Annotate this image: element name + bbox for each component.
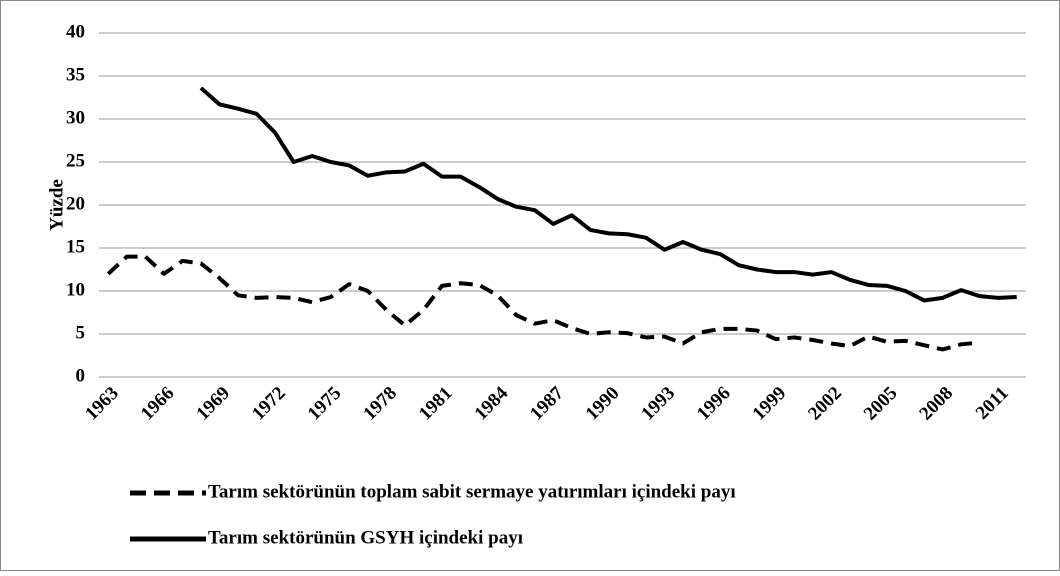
y-tick-label: 20 [66,193,85,214]
y-tick-label: 30 [66,107,85,128]
y-tick-label: 10 [66,279,85,300]
series-line [106,254,980,352]
series-line [199,86,1017,303]
legend-label: Tarım sektörünün GSYH içindeki payı [208,527,523,548]
y-axis-label: Yüzde [46,179,67,231]
y-tick-label: 40 [66,21,85,42]
y-tick-label: 15 [66,236,85,257]
y-tick-label: 35 [66,64,85,85]
y-tick-label: 5 [76,322,86,343]
y-tick-label: 0 [76,365,86,386]
legend-label: Tarım sektörünün toplam sabit sermaye ya… [208,481,736,502]
y-tick-label: 25 [66,150,85,171]
